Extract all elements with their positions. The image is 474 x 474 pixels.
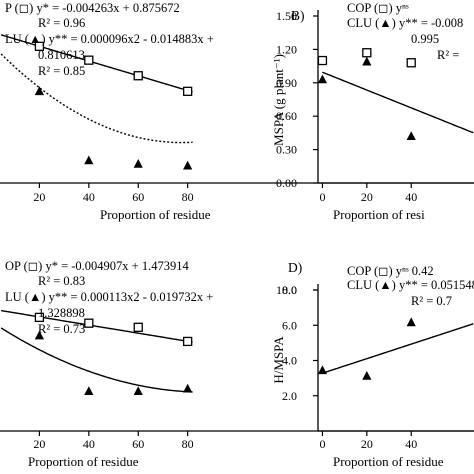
equation-line: R² = 0.96 xyxy=(38,16,85,30)
y-tick-label: 6.0 xyxy=(282,318,297,332)
y-axis-title: MSPA (g plant⁻¹) xyxy=(271,54,286,146)
panel-letter: D) xyxy=(288,260,302,275)
x-axis-title: Proportion of residue xyxy=(333,454,444,469)
panel-a: 20 40 60 80 Proportion of residue P (◻) y* = … xyxy=(0,1,474,222)
marker-clu xyxy=(183,383,193,393)
marker-clu xyxy=(406,317,416,327)
marker-clu xyxy=(34,86,45,96)
x-axis-title: Proportion of resi xyxy=(333,207,425,222)
marker-cop xyxy=(406,58,416,68)
marker-cop xyxy=(34,41,45,51)
x-tick-label: 0 xyxy=(319,437,325,451)
fit-line-clu xyxy=(0,327,193,393)
marker-clu xyxy=(34,330,45,340)
x-tick-label: 40 xyxy=(83,437,95,451)
marker-clu xyxy=(133,158,143,168)
y-tick-label: 1.50 xyxy=(276,9,297,23)
marker-clu xyxy=(84,155,94,165)
panel-c: 20 40 60 80 Proportion of residue OP (◻) y* =… xyxy=(0,259,474,469)
equation-line: LU (▲) y** = 0.000096x2 - 0.014883x + xyxy=(5,32,214,46)
y-tick-label: 2.0 xyxy=(282,389,297,403)
y-tick-label: 0.90 xyxy=(276,76,297,90)
x-tick-label: 40 xyxy=(405,437,417,451)
x-tick-label: 20 xyxy=(33,437,45,451)
y-tick-label: 4.0 xyxy=(282,354,297,368)
x-tick-label: 0 xyxy=(319,190,325,204)
fit-line-clu xyxy=(322,323,474,374)
equation-line: R² = 0.7 xyxy=(411,294,452,308)
x-tick-label: 80 xyxy=(182,437,194,451)
x-tick-label: 20 xyxy=(361,190,373,204)
marker-cop xyxy=(182,336,193,347)
fit-line-clu xyxy=(322,71,474,134)
y-tick-label: 1.20 xyxy=(276,42,297,56)
x-tick-label: 80 xyxy=(182,190,194,204)
marker-clu xyxy=(406,131,416,141)
equation-line: 1.328898 xyxy=(38,306,85,320)
y-axis-title: H/MSPA xyxy=(271,336,286,384)
x-tick-label: 40 xyxy=(83,190,95,204)
equation-line: 0.810613 xyxy=(38,48,85,62)
equation-line: CLU (▲) y** = -0.008 xyxy=(347,16,463,30)
equation-line: R² = xyxy=(437,48,459,62)
x-axis-title: Proportion of residue xyxy=(100,207,211,222)
marker-cop xyxy=(84,55,94,65)
marker-cop xyxy=(34,312,45,323)
x-tick-label: 20 xyxy=(33,190,45,204)
equation-line: P (◻) y* = -0.004263x + 0.875672 xyxy=(5,1,180,15)
y-tick-label: 0.00 xyxy=(276,176,297,190)
marker-cop xyxy=(133,322,143,332)
equation-line: LU (▲) y** = 0.000113x2 - 0.019732x + xyxy=(5,290,213,304)
equation-line: 0.995 xyxy=(411,32,439,46)
panel-d: 0 20 40 2.0 4.0 6.0 8.010.0 Proportion of resid… xyxy=(271,260,474,469)
fit-line-cop xyxy=(0,309,193,343)
fit-line-clu xyxy=(0,53,193,144)
marker-clu xyxy=(362,56,372,66)
marker-clu xyxy=(84,386,94,395)
marker-cop xyxy=(182,86,193,96)
marker-cop xyxy=(317,55,328,66)
equation-line: COP (◻) yⁿˢ xyxy=(347,1,409,15)
x-tick-label: 60 xyxy=(132,190,144,204)
marker-cop xyxy=(362,48,372,58)
panel-b: 0 20 40 0.00 0.30 0.60 0.90 1.20 1.50 Proportion … xyxy=(271,1,474,222)
marker-clu xyxy=(317,74,328,84)
equation-line: COP (◻) yⁿˢ 0.42 xyxy=(347,264,434,278)
x-tick-label: 60 xyxy=(132,437,144,451)
equation-line: R² = 0.73 xyxy=(38,322,85,336)
equation-line: R² = 0.83 xyxy=(38,274,85,288)
x-tick-label: 20 xyxy=(361,437,373,451)
marker-cop xyxy=(133,71,143,81)
marker-clu xyxy=(362,371,372,380)
equation-line: OP (◻) y* = -0.004907x + 1.473914 xyxy=(5,259,189,273)
equation-line: R² = 0.85 xyxy=(38,64,85,78)
marker-clu xyxy=(183,160,193,170)
marker-cop xyxy=(84,318,94,328)
y-tick-label: 0.60 xyxy=(276,109,297,123)
equation-line: CLU (▲) y** = 0.051548 xyxy=(347,278,474,292)
fit-line-cop xyxy=(0,34,193,93)
y-tick-label: 0.30 xyxy=(276,143,297,157)
marker-clu xyxy=(317,365,328,375)
y-tick-label: 8.0 xyxy=(282,283,297,297)
x-tick-label: 40 xyxy=(405,190,417,204)
marker-clu xyxy=(133,386,143,395)
panel-letter: B) xyxy=(291,8,305,23)
x-axis-title: Proportion of residue xyxy=(28,454,139,469)
y-tick-label: 10.0 xyxy=(276,283,297,297)
